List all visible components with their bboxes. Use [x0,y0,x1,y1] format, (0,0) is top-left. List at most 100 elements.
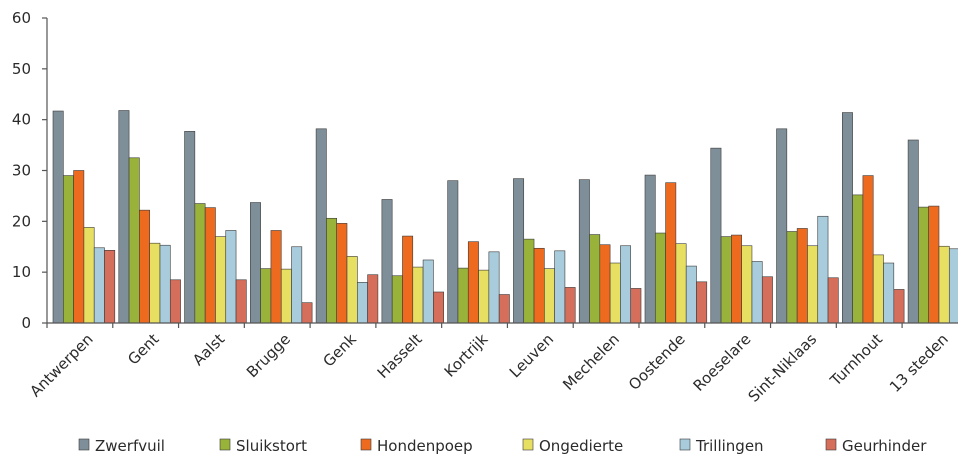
bar-sluikstort-antwerpen [62,175,74,324]
bar-ongedierte-leuven [544,268,555,324]
bar-trillingen-turnhout [883,262,895,324]
bar-geurhinder-mechelen [630,288,642,324]
bar-geurhinder-roeselare [761,276,773,324]
bar-sluikstort-leuven [523,238,535,324]
x-category-label: Roeselare [690,330,755,395]
x-category-label: Leuven [506,330,557,381]
bar-zwerfvuil-gent [118,110,130,324]
bar-ongedierte-13-steden [938,245,950,324]
bar-ongedierte-kortrijk [478,269,490,324]
x-category-label: Aalst [189,330,228,369]
legend-swatch-sluikstort [219,438,231,451]
x-category-label: Turnhout [826,330,886,390]
bar-sluikstort-gent [128,157,140,324]
legend-swatch-ongedierte [522,438,534,451]
y-tick-label: 40 [12,111,31,129]
legend-label-trillingen: Trillingen [695,437,764,455]
bar-trillingen-oostende [685,265,697,324]
bar-sluikstort-turnhout [852,194,864,324]
bar-geurhinder-sint-niklaas [827,277,839,324]
bar-geurhinder-hasselt [433,291,444,324]
bar-geurhinder-turnhout [893,289,905,324]
bar-ongedierte-roeselare [741,245,753,324]
legend: Zwerfvuil Sluikstort Hondenpoep Ongedierte T… [78,437,927,455]
bar-trillingen-leuven [554,250,566,324]
y-tick-labels: 0 10 20 30 40 50 60 [12,9,31,332]
bar-trillingen-kortrijk [488,251,500,324]
bar-hondenpoep-roeselare [731,234,742,324]
bar-sluikstort-kortrijk [457,267,469,324]
bar-zwerfvuil-antwerpen [52,110,64,324]
bar-sluikstort-hasselt [391,275,403,324]
bar-zwerfvuil-genk [315,128,327,324]
bar-hondenpoep-turnhout [862,175,874,324]
bar-sluikstort-13-steden [918,206,929,324]
legend-swatch-hondenpoep [360,438,372,451]
legend-label-sluikstort: Sluikstort [236,437,307,455]
bar-geurhinder-genk [367,274,379,324]
legend-swatch-zwerfvuil [78,438,90,451]
y-tick-label: 0 [21,314,31,332]
x-category-label: Mechelen [559,330,623,394]
bar-hondenpoep-hasselt [402,235,414,324]
bar-hondenpoep-sint-niklaas [796,228,808,324]
legend-label-geurhinder: Geurhinder [842,437,927,455]
bar-trillingen-sint-niklaas [817,215,829,324]
legend-label-hondenpoep: Hondenpoep [377,437,473,455]
y-tick-label: 30 [12,162,31,180]
bar-geurhinder-kortrijk [498,294,510,324]
bar-zwerfvuil-13-steden [907,139,919,324]
bar-geurhinder-antwerpen [104,250,116,324]
bar-zwerfvuil-oostende [644,174,656,324]
x-category-label: Antwerpen [26,330,96,400]
x-category-label: Kortrijk [441,330,492,381]
x-category-label: Sint-Niklaas [745,330,821,406]
axes-group [42,17,958,328]
bar-hondenpoep-leuven [533,247,545,324]
y-tick-label: 60 [12,9,31,27]
bar-trillingen-aalst [225,230,237,324]
bar-ongedierte-antwerpen [83,227,95,324]
legend-swatch-trillingen [679,438,691,451]
y-tick-label: 20 [12,212,31,230]
bar-hondenpoep-genk [336,223,348,324]
bar-trillingen-genk [356,282,368,324]
bar-zwerfvuil-turnhout [842,112,853,324]
bar-ongedierte-genk [346,256,358,324]
bar-geurhinder-leuven [564,287,576,324]
bar-sluikstort-genk [326,217,337,324]
bar-ongedierte-brugge [280,268,292,324]
bar-zwerfvuil-sint-niklaas [776,128,788,324]
bar-trillingen-gent [159,244,171,324]
bar-zwerfvuil-aalst [184,131,196,324]
bar-hondenpoep-gent [139,209,150,324]
bar-hondenpoep-13-steden [928,205,940,324]
bar-zwerfvuil-kortrijk [447,180,459,324]
bar-sluikstort-roeselare [720,236,732,324]
bar-zwerfvuil-leuven [513,178,525,324]
bar-geurhinder-oostende [696,281,708,324]
x-category-labels: Antwerpen Gent Aalst Brugge Genk Hasselt Kortr… [26,330,952,406]
legend-label-zwerfvuil: Zwerfvuil [95,437,165,455]
bar-trillingen-13-steden [948,248,958,324]
bar-geurhinder-aalst [235,279,247,324]
bar-sluikstort-brugge [260,268,272,324]
bar-ongedierte-sint-niklaas [807,245,819,324]
bar-ongedierte-hasselt [412,266,424,324]
bar-hondenpoep-brugge [270,230,282,324]
y-tick-label: 10 [12,263,31,281]
bar-zwerfvuil-hasselt [381,199,393,324]
bar-trillingen-brugge [291,246,303,324]
bar-trillingen-antwerpen [93,247,105,324]
bar-zwerfvuil-mechelen [578,179,590,324]
bar-ongedierte-aalst [215,236,227,324]
bar-hondenpoep-aalst [204,207,216,324]
legend-swatch-geurhinder [825,438,837,451]
y-tick-label: 50 [12,60,31,78]
legend-label-ongedierte: Ongedierte [539,437,623,455]
bar-hondenpoep-oostende [665,182,677,324]
bar-ongedierte-mechelen [609,262,621,324]
bar-sluikstort-mechelen [589,234,601,324]
x-category-label: 13 steden [886,330,952,396]
bar-sluikstort-sint-niklaas [786,231,798,324]
